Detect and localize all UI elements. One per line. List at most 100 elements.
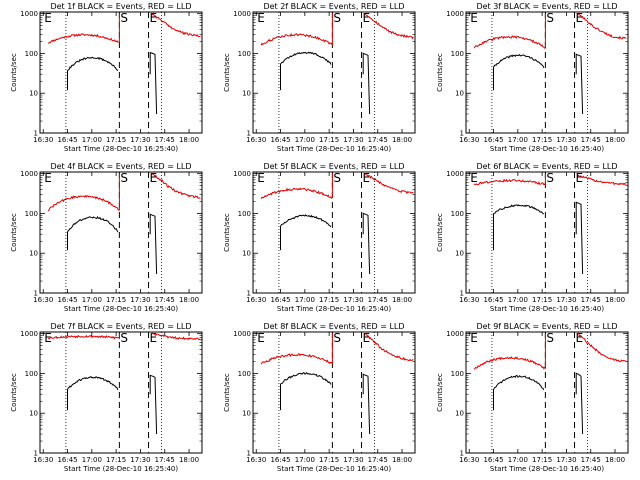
x-tick-label: 18:00 [392, 456, 412, 464]
panel-title: Det 3f BLACK = Events, RED = LLD [476, 2, 617, 11]
series-events-line [280, 371, 332, 411]
detector-panel: Det 9f BLACK = Events, RED = LLD 16:30 16:… [436, 322, 629, 473]
series-events-line [67, 376, 119, 411]
plot-frame [465, 331, 629, 454]
x-tick-label: 17:00 [508, 136, 528, 144]
x-tick-label: 16:30 [459, 296, 479, 304]
panel-title: Det 9f BLACK = Events, RED = LLD [476, 322, 617, 331]
x-tick-label: 16:30 [33, 296, 53, 304]
y-tick-label: 1000 [446, 10, 464, 18]
y-tick-label: 1 [34, 450, 38, 458]
detector-panel: Det 3f BLACK = Events, RED = LLD 16:30 16:… [436, 2, 629, 153]
marker-flag: E [150, 11, 158, 25]
detector-panel: Det 5f BLACK = Events, RED = LLD 16:30 16:… [223, 162, 416, 313]
plot-frame [465, 171, 629, 294]
y-tick-label: 1000 [20, 10, 38, 18]
y-axis-label: Counts/sec [223, 373, 231, 412]
series-lld-line [260, 13, 333, 46]
marker-flag: E [44, 171, 52, 185]
series-events-post [575, 372, 584, 435]
y-tick-label: 10 [455, 90, 464, 98]
series-lld-line [47, 13, 120, 44]
x-tick-label: 16:45 [483, 296, 503, 304]
x-tick-label: 17:45 [581, 296, 601, 304]
plot-frame [252, 171, 416, 294]
x-tick-label: 16:45 [270, 456, 290, 464]
series-lld-decay [577, 332, 627, 363]
y-tick-label: 100 [238, 50, 251, 58]
x-tick-label: 17:00 [295, 296, 315, 304]
series-lld-line [473, 173, 546, 187]
panel-title: Det 5f BLACK = Events, RED = LLD [263, 162, 404, 171]
y-tick-label: 1 [460, 450, 464, 458]
y-tick-label: 1000 [233, 330, 251, 338]
x-tick-label: 17:15 [319, 296, 339, 304]
x-tick-label: 18:00 [392, 296, 412, 304]
detector-panel: Det 2f BLACK = Events, RED = LLD 16:30 16:… [223, 2, 416, 153]
x-tick-label: 17:00 [82, 136, 102, 144]
x-axis-label: Start Time (28-Dec-10 16:25:40) [490, 305, 604, 313]
y-tick-label: 100 [25, 370, 38, 378]
series-lld-line [260, 173, 333, 200]
y-tick-label: 1000 [20, 330, 38, 338]
x-tick-label: 17:00 [82, 456, 102, 464]
plot-frame [252, 331, 416, 454]
marker-flag: S [546, 171, 554, 185]
marker-flag: E [470, 11, 478, 25]
x-tick-label: 16:45 [57, 456, 77, 464]
marker-flag: E [257, 331, 265, 345]
series-events-line [280, 214, 332, 251]
marker-flag: E [44, 331, 52, 345]
series-lld-decay [364, 173, 414, 195]
series-lld-decay [364, 332, 414, 362]
x-axis-label: Start Time (28-Dec-10 16:25:40) [277, 145, 391, 153]
x-tick-label: 16:30 [246, 136, 266, 144]
series-events-post [362, 52, 371, 115]
marker-flag: E [257, 11, 265, 25]
series-events-post [149, 374, 158, 435]
detector-panel: Det 1f BLACK = Events, RED = LLD 16:30 16:… [10, 2, 203, 153]
marker-flag: E [470, 171, 478, 185]
series-events-line [493, 374, 545, 411]
x-tick-label: 16:45 [270, 136, 290, 144]
marker-flag: E [150, 171, 158, 185]
y-tick-label: 10 [455, 410, 464, 418]
y-tick-label: 10 [29, 90, 38, 98]
x-tick-label: 16:30 [459, 456, 479, 464]
x-axis-label: Start Time (28-Dec-10 16:25:40) [64, 465, 178, 473]
x-tick-label: 17:15 [106, 296, 126, 304]
x-tick-label: 17:30 [130, 296, 150, 304]
series-lld-line [47, 333, 120, 340]
series-lld-decay [364, 13, 414, 40]
y-tick-label: 100 [451, 210, 464, 218]
x-tick-label: 17:00 [508, 296, 528, 304]
marker-flag: S [333, 11, 341, 25]
y-tick-label: 1 [247, 290, 251, 298]
y-axis-label: Counts/sec [436, 373, 444, 412]
y-axis-label: Counts/sec [10, 213, 18, 252]
x-tick-label: 17:45 [368, 136, 388, 144]
series-lld-decay [151, 173, 201, 199]
x-tick-label: 17:15 [532, 136, 552, 144]
x-tick-label: 18:00 [392, 136, 412, 144]
marker-flag: E [44, 11, 52, 25]
y-axis-label: Counts/sec [223, 53, 231, 92]
y-tick-label: 1 [460, 290, 464, 298]
x-tick-label: 18:00 [605, 296, 625, 304]
plot-frame [39, 171, 203, 294]
series-events-post [362, 373, 371, 435]
marker-flag: S [333, 171, 341, 185]
x-tick-label: 17:45 [581, 136, 601, 144]
x-tick-label: 16:45 [483, 456, 503, 464]
x-tick-label: 17:00 [295, 456, 315, 464]
y-tick-label: 1 [34, 130, 38, 138]
y-tick-label: 10 [29, 250, 38, 258]
detector-panel: Det 8f BLACK = Events, RED = LLD 16:30 16:… [223, 322, 416, 473]
plot-frame [39, 331, 203, 454]
x-tick-label: 18:00 [605, 456, 625, 464]
x-tick-label: 17:15 [106, 456, 126, 464]
y-axis-label: Counts/sec [436, 213, 444, 252]
y-tick-label: 10 [242, 90, 251, 98]
series-events-post [149, 213, 158, 275]
y-tick-label: 100 [451, 50, 464, 58]
